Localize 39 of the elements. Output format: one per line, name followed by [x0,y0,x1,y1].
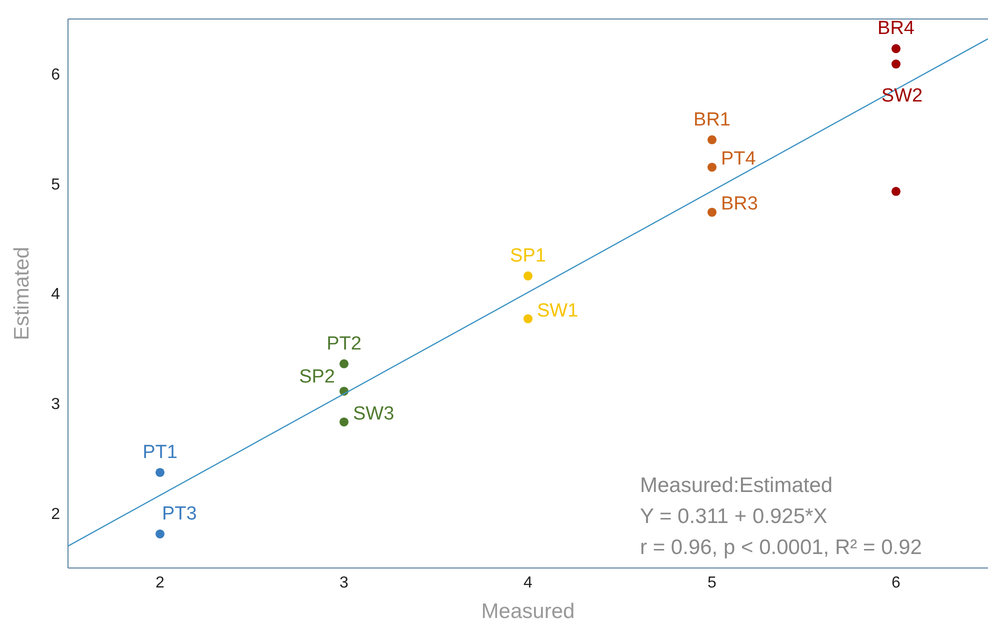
data-label: SW2 [881,86,923,107]
point [707,162,717,172]
data-label: SW3 [353,403,394,424]
point [523,271,533,280]
annotation: r = 0.96, p < 0.0001, R² = 0.92 [640,535,922,561]
x-tick-label: 5 [708,574,717,592]
data-label: PT2 [326,333,362,354]
data-label: BR3 [721,194,758,215]
y-tick-label: 2 [51,506,60,523]
point [707,135,717,144]
data-label: SP2 [299,366,335,388]
data-label: SW1 [537,300,578,322]
data-label: SP1 [510,245,546,266]
data-label: BR4 [878,18,915,40]
x-tick-label: 6 [892,574,901,592]
data-label: PT1 [142,442,178,463]
point [155,468,165,477]
x-axis-title: Measured [481,600,575,623]
point [523,314,533,324]
point [891,44,901,54]
annotation: Measured:Estimated [640,473,834,499]
data-label: PT3 [162,503,197,524]
point [707,208,717,217]
data-label: PT4 [721,148,756,170]
y-tick-label: 3 [51,396,60,413]
point [891,186,901,196]
annotation: Y = 0.311 + 0.925*X [640,504,828,530]
y-tick-label: 6 [51,66,60,84]
point [339,417,349,426]
x-tick-label: 4 [524,574,533,592]
point [891,60,901,69]
y-tick-label: 5 [51,176,60,194]
y-axis-title: Estimated [10,246,34,340]
y-tick-label: 4 [51,286,60,304]
data-label: BR1 [694,109,730,130]
x-tick-label: 2 [156,574,165,592]
point [155,529,165,538]
point [339,359,349,368]
x-tick-label: 3 [340,574,349,592]
